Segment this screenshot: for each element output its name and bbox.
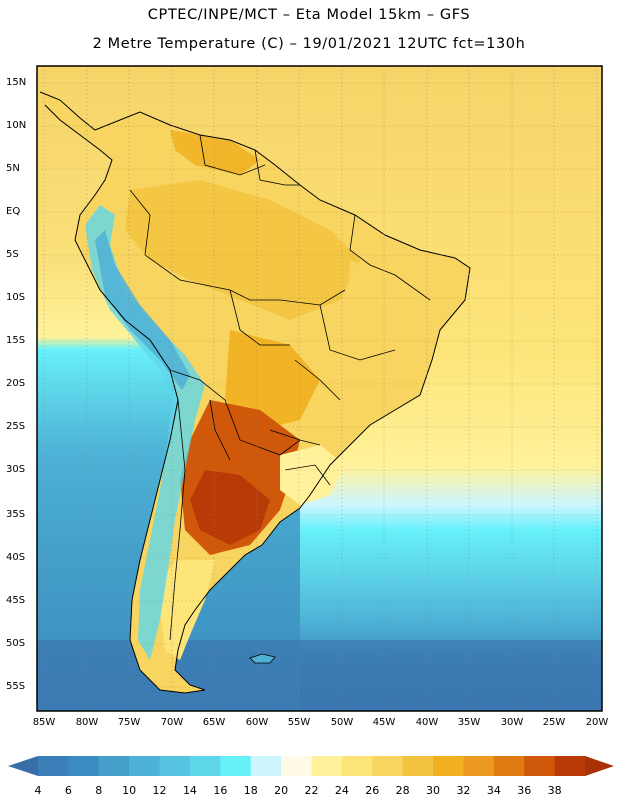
colorbar-label: 4 — [34, 784, 42, 797]
lon-label: 50W — [330, 717, 354, 728]
southern-brazil-region — [280, 445, 345, 505]
amazon-region — [125, 180, 360, 320]
lat-label: 5S — [6, 249, 19, 260]
lon-label: 75W — [117, 717, 141, 728]
lon-label: 35W — [457, 717, 481, 728]
falkland-islands — [249, 653, 276, 664]
colorbar-swatch — [402, 756, 434, 776]
colorbar-label: 6 — [64, 784, 72, 797]
lat-label: 15N — [6, 77, 27, 88]
lat-label: 40S — [6, 552, 26, 563]
southern-ocean — [37, 640, 602, 711]
colorbar-label: 24 — [334, 784, 349, 797]
lat-label: 55S — [6, 681, 26, 692]
colorbar-label: 18 — [243, 784, 258, 797]
coastline — [39, 91, 471, 694]
lat-label: 35S — [6, 509, 26, 520]
colorbar-label: 14 — [182, 784, 197, 797]
colorbar-label: 28 — [395, 784, 410, 797]
lon-label: 30W — [500, 717, 524, 728]
colorbar-label: 26 — [365, 784, 380, 797]
lon-label: 80W — [75, 717, 99, 728]
colorbar-swatch — [554, 756, 586, 776]
colorbar-swatch — [159, 756, 191, 776]
colorbar-label: 36 — [517, 784, 532, 797]
lon-label: 85W — [32, 717, 56, 728]
lon-label: 45W — [372, 717, 396, 728]
lat-label: 10N — [6, 120, 27, 131]
lon-label: 70W — [160, 717, 184, 728]
map-title-line2: 2 Metre Temperature (C) – 19/01/2021 12U… — [92, 36, 526, 52]
colorbar-swatch — [311, 756, 343, 776]
lat-label: 10S — [6, 292, 26, 303]
colorbar-swatch — [129, 756, 161, 776]
colorbar-swatch — [281, 756, 312, 776]
lat-label: 45S — [6, 595, 26, 606]
northeast-brazil — [345, 260, 430, 400]
colorbar-label: 10 — [122, 784, 137, 797]
map-title-line1: CPTEC/INPE/MCT – Eta Model 15km – GFS — [147, 7, 471, 23]
colorbar-high-arrow — [585, 756, 614, 776]
colorbar-label: 12 — [152, 784, 167, 797]
colorbar-label: 16 — [213, 784, 228, 797]
lat-label: 30S — [6, 464, 26, 475]
lat-label: 50S — [6, 638, 26, 649]
colorbar-label: 34 — [486, 784, 501, 797]
colorbar-label: 20 — [274, 784, 289, 797]
lat-label: 20S — [6, 378, 26, 389]
lon-label: 55W — [287, 717, 311, 728]
andes-core — [95, 230, 190, 390]
colorbar-label: 22 — [304, 784, 319, 797]
colorbar-swatch — [189, 756, 221, 776]
lat-label: 5N — [6, 163, 20, 174]
north-hot-spot — [170, 130, 260, 175]
colorbar-label: 38 — [547, 784, 562, 797]
central-hot-region — [225, 330, 320, 430]
colorbar-label: 32 — [456, 784, 471, 797]
lon-label: 40W — [415, 717, 439, 728]
colorbar-low-arrow — [8, 756, 38, 776]
colorbar-swatch — [493, 756, 525, 776]
colorbar-swatch — [463, 756, 495, 776]
map-frame — [36, 65, 603, 712]
lat-label: 25S — [6, 421, 26, 432]
colorbar-swatch — [341, 756, 373, 776]
colorbar-swatch — [524, 756, 556, 776]
colorbar-swatch — [68, 756, 100, 776]
lon-label: 25W — [542, 717, 566, 728]
lat-label: 15S — [6, 335, 26, 346]
argentina-hot-core — [190, 470, 270, 545]
colorbar-label: 8 — [95, 784, 103, 797]
colorbar-label: 30 — [426, 784, 441, 797]
lat-label: EQ — [6, 206, 21, 217]
colorbar-swatch — [250, 756, 282, 776]
colorbar-swatch — [38, 756, 69, 776]
patagonia — [160, 560, 215, 660]
colorbar-swatch — [433, 756, 464, 776]
colorbar-swatch — [98, 756, 130, 776]
lon-label: 60W — [245, 717, 269, 728]
colorbar-swatch — [220, 756, 252, 776]
country-borders — [129, 134, 431, 641]
lon-label: 20W — [585, 717, 609, 728]
colorbar-swatch — [372, 756, 404, 776]
colorbar — [8, 756, 614, 776]
lon-label: 65W — [202, 717, 226, 728]
